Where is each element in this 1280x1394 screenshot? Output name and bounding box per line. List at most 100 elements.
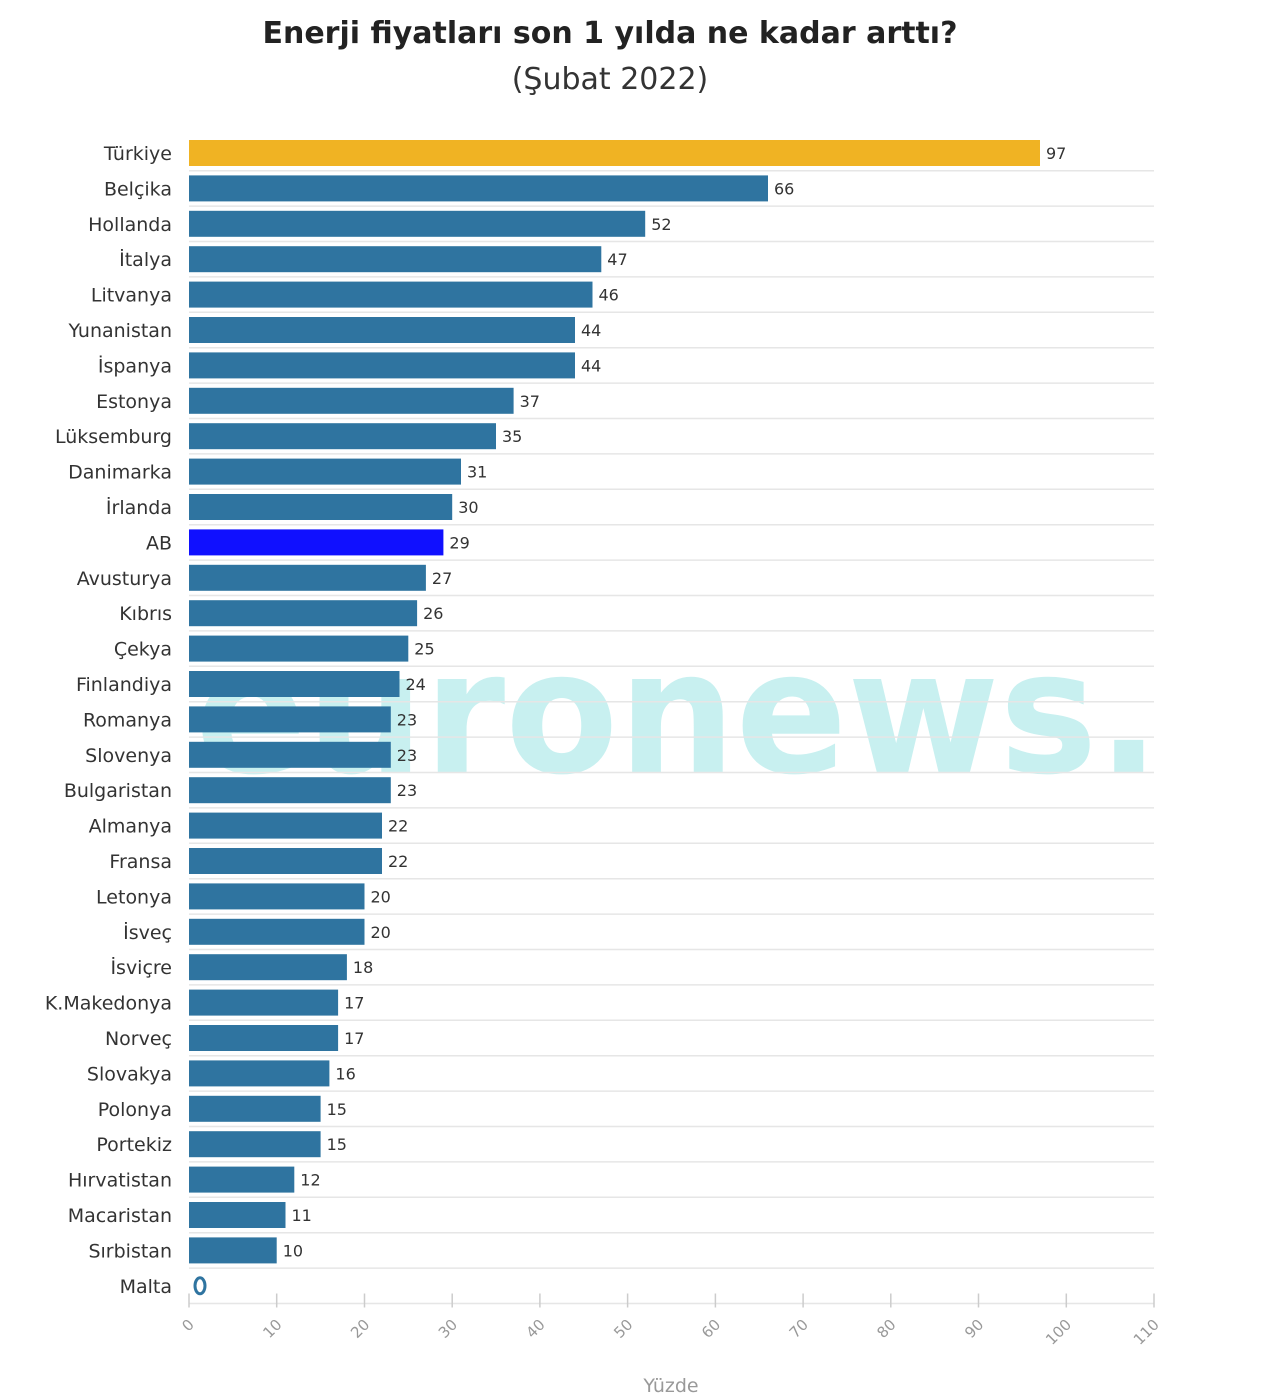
value-label: 46 (599, 286, 619, 305)
category-label: Estonya (96, 391, 172, 413)
grid-lines (189, 169, 1154, 1305)
bar (189, 635, 409, 662)
category-label: Slovenya (85, 745, 172, 767)
bar (189, 777, 391, 804)
bar (189, 812, 382, 839)
value-label: 66 (774, 179, 794, 198)
category-label: İspanya (98, 354, 172, 377)
value-label: 29 (449, 533, 469, 552)
category-label: İsveç (123, 921, 172, 944)
bar (189, 848, 382, 874)
bar (189, 458, 461, 485)
value-label: 20 (371, 923, 391, 942)
bar (189, 918, 365, 945)
category-label: Almanya (89, 816, 172, 838)
category-label: Fransa (109, 851, 172, 873)
value-label: 44 (581, 356, 601, 375)
value-label: 30 (458, 498, 478, 517)
value-label: 15 (327, 1135, 347, 1154)
bar (189, 281, 593, 308)
bar (189, 706, 391, 733)
category-label: Romanya (83, 709, 172, 731)
value-label: 44 (581, 321, 601, 340)
bar (189, 671, 400, 697)
value-label: 97 (1046, 144, 1066, 163)
value-label: 18 (353, 958, 373, 977)
category-label: İsviçre (110, 956, 172, 979)
category-label: İrlanda (106, 496, 172, 519)
bar (189, 494, 453, 520)
value-label: 47 (607, 250, 627, 269)
value-label: 27 (432, 569, 452, 588)
bar (189, 1237, 277, 1264)
bar (189, 1131, 321, 1158)
value-label: 31 (467, 463, 487, 482)
value-label: 11 (292, 1206, 312, 1225)
bar (189, 989, 339, 1016)
category-label: Macaristan (68, 1205, 172, 1227)
x-tick-label: 90 (961, 1316, 987, 1342)
x-tick-label: 50 (610, 1316, 636, 1342)
bar (189, 1060, 330, 1087)
value-label: 24 (406, 675, 426, 694)
category-label: Bulgaristan (64, 780, 172, 802)
value-label: 26 (423, 604, 443, 623)
value-label: 23 (397, 710, 417, 729)
category-label: İtalya (119, 248, 172, 271)
bar (189, 423, 496, 450)
bar (189, 140, 1040, 166)
x-tick-label: 60 (698, 1316, 724, 1342)
bar (189, 246, 602, 273)
x-tick-label: 100 (1042, 1316, 1075, 1349)
category-label: Lüksemburg (55, 426, 172, 448)
x-tick-label: 10 (259, 1316, 285, 1342)
value-label: 37 (520, 392, 540, 411)
x-tick-label: 110 (1130, 1316, 1163, 1349)
bar (189, 564, 426, 591)
category-label: Avusturya (77, 568, 172, 590)
value-label: 15 (327, 1100, 347, 1119)
bar (189, 883, 365, 910)
labels: Türkiye 97 Belçika 66 Hollanda 52 İtalya 47 Litv… (45, 143, 1067, 1298)
value-label: 10 (283, 1241, 303, 1260)
bar (189, 741, 391, 768)
bar (189, 387, 514, 414)
x-tick-label: 20 (347, 1316, 373, 1342)
value-label: 25 (414, 640, 434, 659)
category-label: Danimarka (68, 462, 172, 484)
bar (189, 600, 418, 627)
chart-title: Enerji fiyatları son 1 yılda ne kadar ar… (262, 16, 958, 51)
x-tick-label: 40 (522, 1316, 548, 1342)
category-label: AB (146, 532, 172, 554)
value-label: 12 (300, 1171, 320, 1190)
bar (189, 1095, 321, 1122)
bar (189, 1202, 286, 1228)
category-label: Hollanda (88, 214, 172, 236)
bar (189, 1025, 339, 1051)
category-label: Kıbrıs (119, 603, 172, 625)
category-label: Portekiz (96, 1134, 172, 1156)
x-axis-title: Yüzde (642, 1375, 698, 1394)
category-label: Sırbistan (88, 1240, 172, 1262)
category-label: Slovakya (87, 1063, 172, 1085)
value-label: 17 (344, 994, 364, 1013)
bar (189, 1166, 295, 1193)
category-label: Türkiye (103, 143, 172, 165)
category-label: Belçika (104, 178, 172, 200)
category-label: Polonya (98, 1099, 172, 1121)
x-tick-label: 30 (435, 1316, 461, 1342)
bar (189, 529, 444, 556)
category-label: Finlandiya (76, 674, 172, 696)
category-label: K.Makedonya (45, 993, 172, 1015)
value-label: 16 (335, 1064, 355, 1083)
bar (189, 317, 575, 343)
value-label: 52 (651, 215, 671, 234)
category-label: Litvanya (91, 285, 172, 307)
category-label: Yunanistan (67, 320, 172, 342)
bar (189, 352, 575, 379)
x-tick-label: 80 (873, 1316, 899, 1342)
bars (189, 140, 1040, 1296)
value-label: 23 (397, 781, 417, 800)
bar-zero-marker (193, 1276, 207, 1296)
